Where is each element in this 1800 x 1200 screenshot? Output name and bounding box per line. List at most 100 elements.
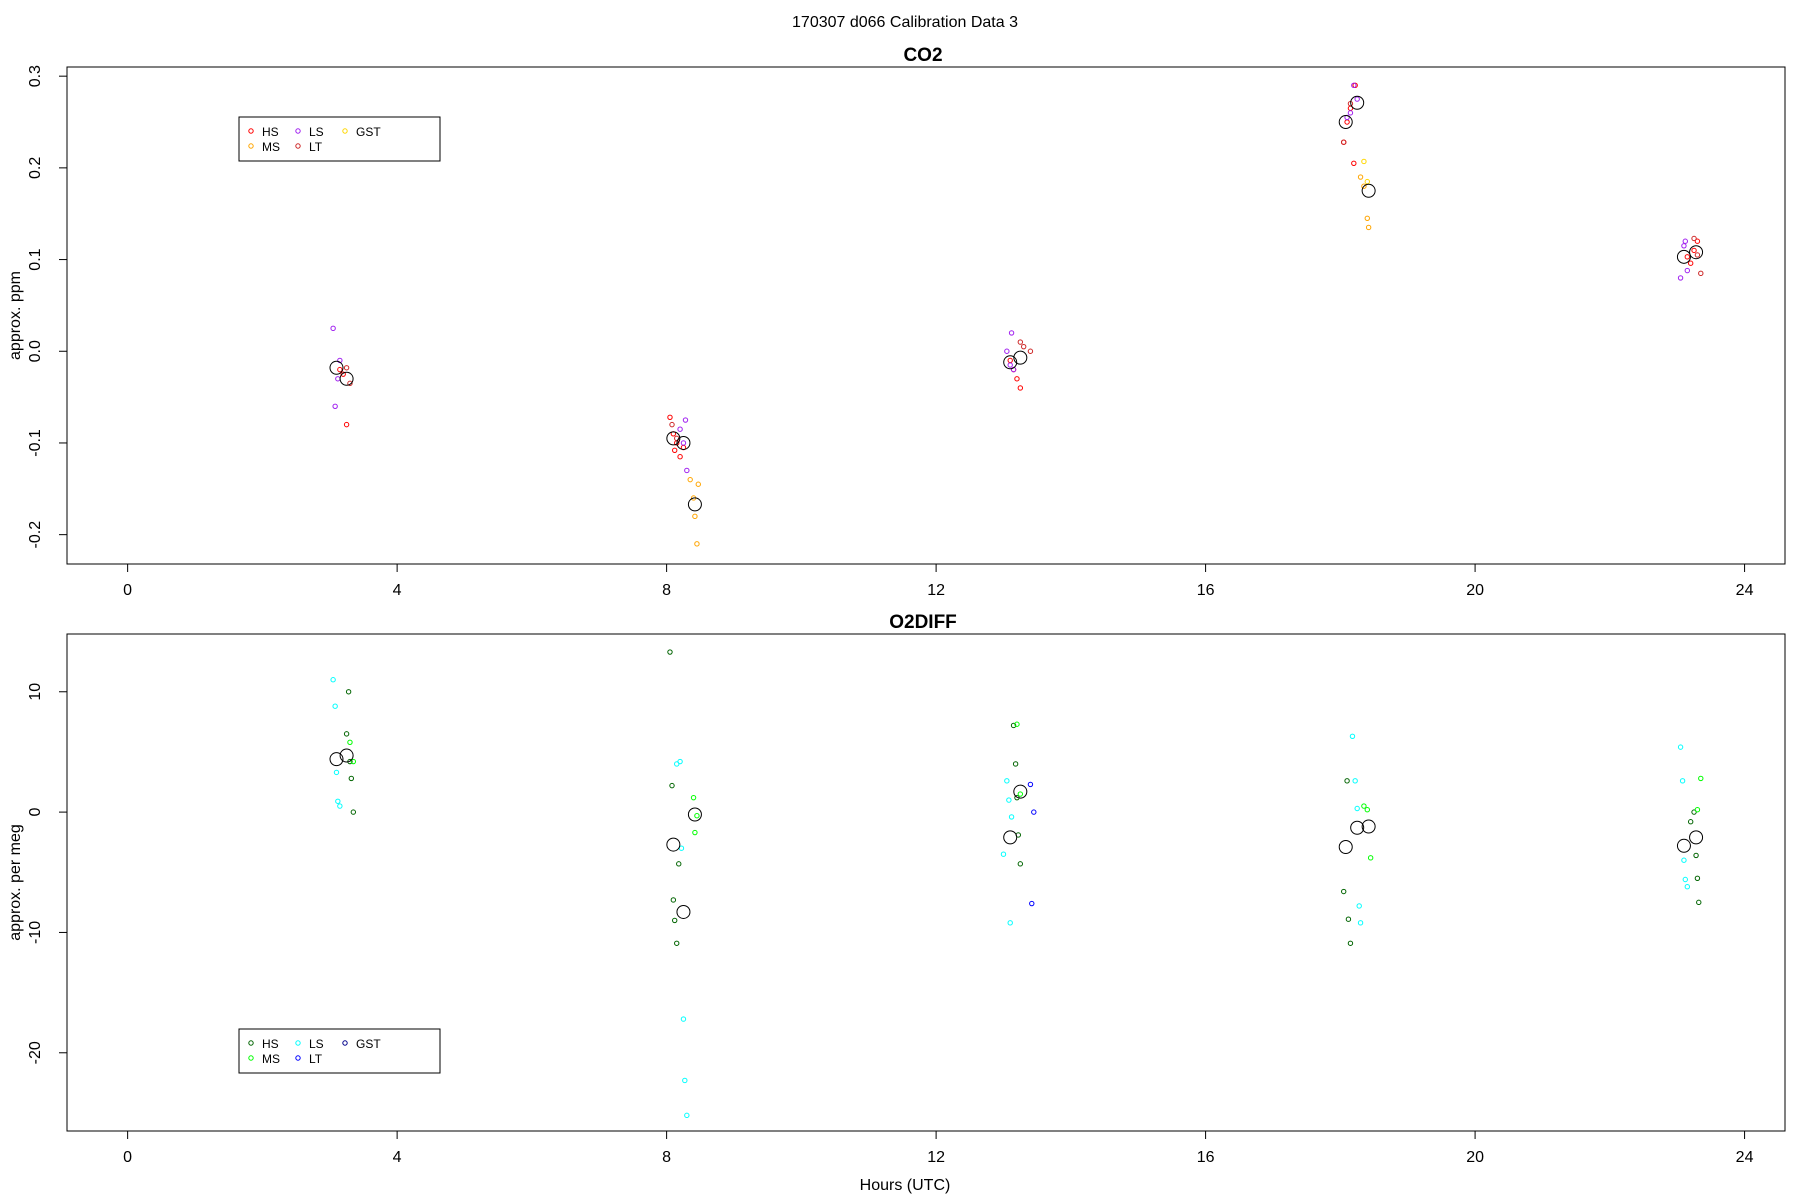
- x-tick-label: 0: [123, 582, 132, 599]
- data-point-lt: [1017, 339, 1024, 345]
- panel-title: O2DIFF: [889, 612, 957, 633]
- data-point-hs: [1694, 238, 1701, 244]
- y-tick-label: 10: [27, 683, 44, 701]
- legend-marker: [295, 128, 301, 134]
- data-point-lt: [1694, 252, 1701, 258]
- data-point-hs: [674, 940, 680, 946]
- data-point-ls: [337, 803, 343, 809]
- y-tick-label: -0.1: [27, 429, 44, 457]
- mean-marker: [1689, 830, 1704, 845]
- data-point-ls: [677, 426, 683, 432]
- data-point-hs: [1351, 160, 1357, 166]
- legend-marker: [295, 1040, 301, 1046]
- x-tick-label: 4: [393, 582, 402, 599]
- x-tick-label: 12: [927, 582, 945, 599]
- data-point-ms: [1364, 215, 1370, 222]
- data-point-hs: [670, 897, 677, 903]
- legend-item-gst: GST: [342, 1037, 381, 1051]
- data-point-ls: [1008, 814, 1015, 820]
- legend-item-ls: LS: [295, 1037, 324, 1051]
- data-point-ls: [1006, 797, 1012, 803]
- data-point-ls: [1682, 238, 1688, 244]
- data-point-hs: [1687, 819, 1694, 825]
- data-point-gst: [1364, 178, 1370, 185]
- mean-marker: [1689, 245, 1704, 260]
- mean-marker: [676, 904, 691, 919]
- y-tick-label: 0.0: [27, 340, 44, 362]
- data-point-hs: [1684, 254, 1691, 260]
- data-point-hs: [1693, 852, 1699, 859]
- data-point-hs: [343, 421, 350, 428]
- data-point-ls: [1684, 884, 1691, 890]
- data-point-hs: [343, 731, 350, 737]
- y-tick-label: -20: [27, 1041, 44, 1064]
- legend-item-gst: GST: [342, 125, 381, 139]
- data-point-ls: [680, 440, 687, 446]
- data-point-ms: [1364, 806, 1370, 813]
- mean-marker: [1361, 183, 1376, 198]
- x-tick-label: 20: [1466, 1149, 1484, 1166]
- data-point-lt: [1029, 900, 1035, 907]
- data-point-ms: [690, 794, 697, 801]
- x-tick-label: 20: [1466, 582, 1484, 599]
- data-point-ls: [1681, 857, 1687, 863]
- data-point-hs: [1691, 247, 1697, 254]
- legend-marker: [295, 1055, 301, 1061]
- legend-marker: [248, 143, 254, 149]
- y-tick-label: -0.2: [27, 521, 44, 549]
- mean-marker: [329, 360, 344, 375]
- mean-marker: [1350, 820, 1365, 835]
- mean-marker: [329, 752, 344, 767]
- legend-box: [238, 1028, 441, 1074]
- data-point-hs: [348, 775, 355, 782]
- data-point-hs: [1012, 761, 1019, 767]
- data-point-hs: [340, 371, 346, 377]
- y-tick-label: 0.1: [27, 248, 44, 270]
- data-point-lt: [669, 421, 675, 428]
- data-point-ms: [1694, 806, 1701, 813]
- data-point-hs: [1341, 888, 1347, 895]
- data-point-hs: [669, 782, 675, 789]
- mean-marker: [1003, 355, 1018, 370]
- y-tick-label: -10: [27, 921, 44, 944]
- data-point-ls: [1357, 920, 1364, 926]
- data-point-ms: [694, 813, 700, 819]
- data-point-ls: [330, 677, 336, 683]
- data-point-lt: [347, 380, 353, 387]
- data-point-ls: [332, 403, 338, 409]
- mean-marker: [666, 431, 681, 446]
- data-point-ls: [1000, 851, 1007, 857]
- data-point-ms: [1367, 855, 1374, 861]
- legend-label: LT: [309, 1052, 323, 1066]
- data-point-hs: [667, 649, 673, 655]
- x-tick-label: 16: [1197, 1149, 1215, 1166]
- legend-label: MS: [262, 1052, 280, 1066]
- data-point-lt: [1341, 139, 1347, 145]
- panel-title: CO2: [903, 45, 942, 66]
- mean-marker: [1003, 830, 1018, 845]
- mean-marker: [339, 371, 354, 386]
- x-tick-label: 8: [662, 1149, 671, 1166]
- y-tick-label: 0: [27, 808, 44, 817]
- data-point-ls: [1682, 876, 1688, 883]
- legend-label: LS: [309, 125, 324, 139]
- legend-marker: [295, 143, 301, 149]
- data-point-lt: [1691, 235, 1697, 242]
- data-point-hs: [345, 689, 352, 695]
- x-axis-label: Hours (UTC): [860, 1177, 951, 1194]
- legend-item-hs: HS: [248, 125, 279, 139]
- y-tick-label: 0.2: [27, 157, 44, 179]
- figure-title: 170307 d066 Calibration Data 3: [792, 14, 1018, 31]
- data-point-lt: [1031, 809, 1037, 815]
- data-point-hs: [1017, 385, 1024, 391]
- data-point-ms: [350, 758, 357, 765]
- data-point-hs: [1010, 722, 1017, 729]
- legend-item-lt: LT: [295, 140, 323, 154]
- data-point-hs: [1696, 899, 1702, 906]
- data-point-ls: [684, 1112, 690, 1119]
- x-tick-label: 0: [123, 1149, 132, 1166]
- data-point-ls: [333, 769, 340, 776]
- data-point-ms: [695, 481, 701, 487]
- data-point-hs: [1345, 916, 1352, 922]
- data-point-gst: [1361, 158, 1367, 165]
